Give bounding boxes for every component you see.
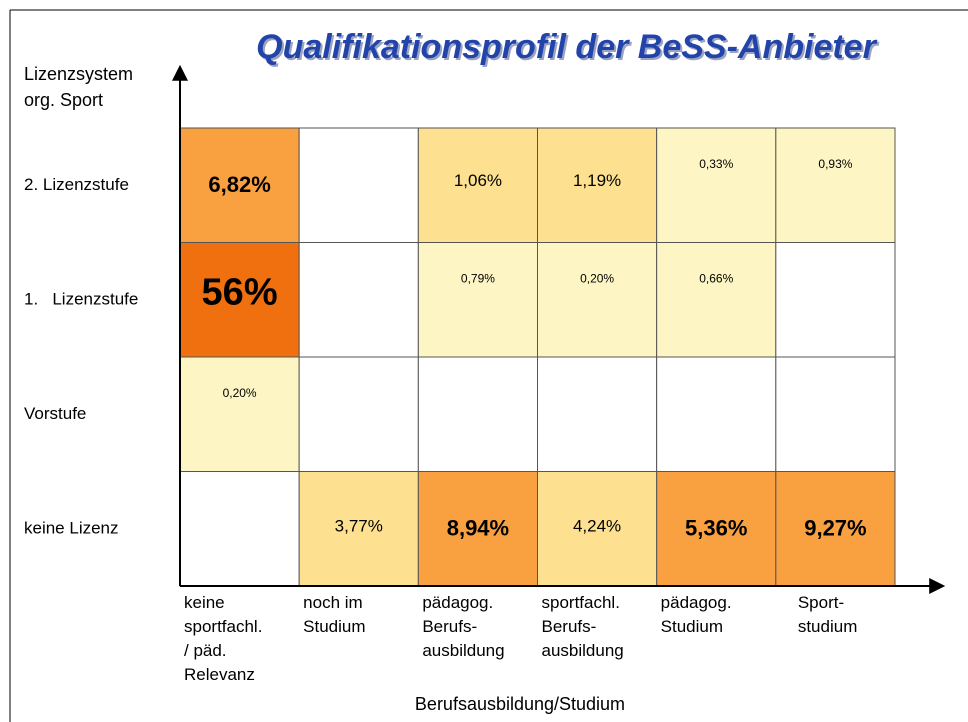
cell-value: 6,82%: [208, 172, 270, 197]
column-label: Studium: [661, 617, 723, 636]
empty-cell: [417, 356, 539, 472]
column-label: keine: [184, 593, 225, 612]
cell-value: 1,06%: [454, 171, 502, 190]
heat-cell: [537, 127, 658, 243]
heat-cell: [417, 242, 539, 358]
column-label: / päd.: [184, 641, 227, 660]
heat-cell: [537, 242, 658, 358]
heat-cell: [179, 242, 300, 358]
empty-cell: [537, 356, 658, 472]
heat-cell: [656, 127, 777, 243]
heat-cell: [417, 471, 539, 587]
heat-cell: [775, 127, 896, 243]
column-label: pädagog.: [661, 593, 732, 612]
cell-value: 0,79%: [461, 272, 495, 286]
heat-cell: [537, 471, 658, 587]
empty-cell: [298, 242, 419, 358]
title-shadow: Qualifikationsprofil der BeSS-Anbieter: [258, 30, 879, 68]
heat-cell: [179, 356, 300, 472]
empty-cell: [179, 471, 300, 587]
heat-cell: [656, 242, 777, 358]
grid: [179, 127, 896, 587]
empty-cell: [298, 127, 419, 243]
column-label: pädagog.: [422, 593, 493, 612]
cell-value: 0,33%: [699, 157, 733, 171]
column-label: Sport-: [798, 593, 844, 612]
empty-cell: [656, 356, 777, 472]
heat-cell: [179, 127, 300, 243]
cell-value: 56%: [202, 272, 278, 314]
y-axis-label: Lizenzsystem: [24, 64, 133, 84]
y-axis-label: org. Sport: [24, 90, 103, 110]
x-axis-label: Berufsausbildung/Studium: [415, 694, 625, 714]
cell-value: 5,36%: [685, 516, 747, 541]
cell-value: 0,66%: [699, 272, 733, 286]
row-label: 1. Lizenzstufe: [24, 290, 138, 309]
column-label: Studium: [303, 617, 365, 636]
cell-value: 4,24%: [573, 517, 621, 536]
empty-cell: [775, 242, 896, 358]
cell-value: 1,19%: [573, 171, 621, 190]
cell-value: 0,93%: [818, 157, 852, 171]
cell-value: 8,94%: [447, 516, 509, 541]
cell-value: 3,77%: [335, 517, 383, 536]
column-label: noch im: [303, 593, 363, 612]
empty-cell: [775, 356, 896, 472]
row-label: Vorstufe: [24, 404, 86, 423]
row-label: 2. Lizenzstufe: [24, 175, 129, 194]
empty-cell: [298, 356, 419, 472]
column-label: ausbildung: [422, 641, 504, 660]
column-label: ausbildung: [542, 641, 624, 660]
cell-value: 0,20%: [580, 272, 614, 286]
column-label: Berufs-: [542, 617, 597, 636]
column-label: sportfachl.: [542, 593, 620, 612]
heat-cell: [298, 471, 419, 587]
column-label: Berufs-: [422, 617, 477, 636]
column-label: Relevanz: [184, 665, 255, 684]
chart-title: Qualifikationsprofil der BeSS-Anbieter: [256, 28, 877, 66]
column-label: sportfachl.: [184, 617, 262, 636]
cell-value: 9,27%: [804, 516, 866, 541]
column-label: studium: [798, 617, 858, 636]
cell-value: 0,20%: [223, 386, 257, 400]
heat-cell: [775, 471, 896, 587]
row-label: keine Lizenz: [24, 519, 119, 538]
